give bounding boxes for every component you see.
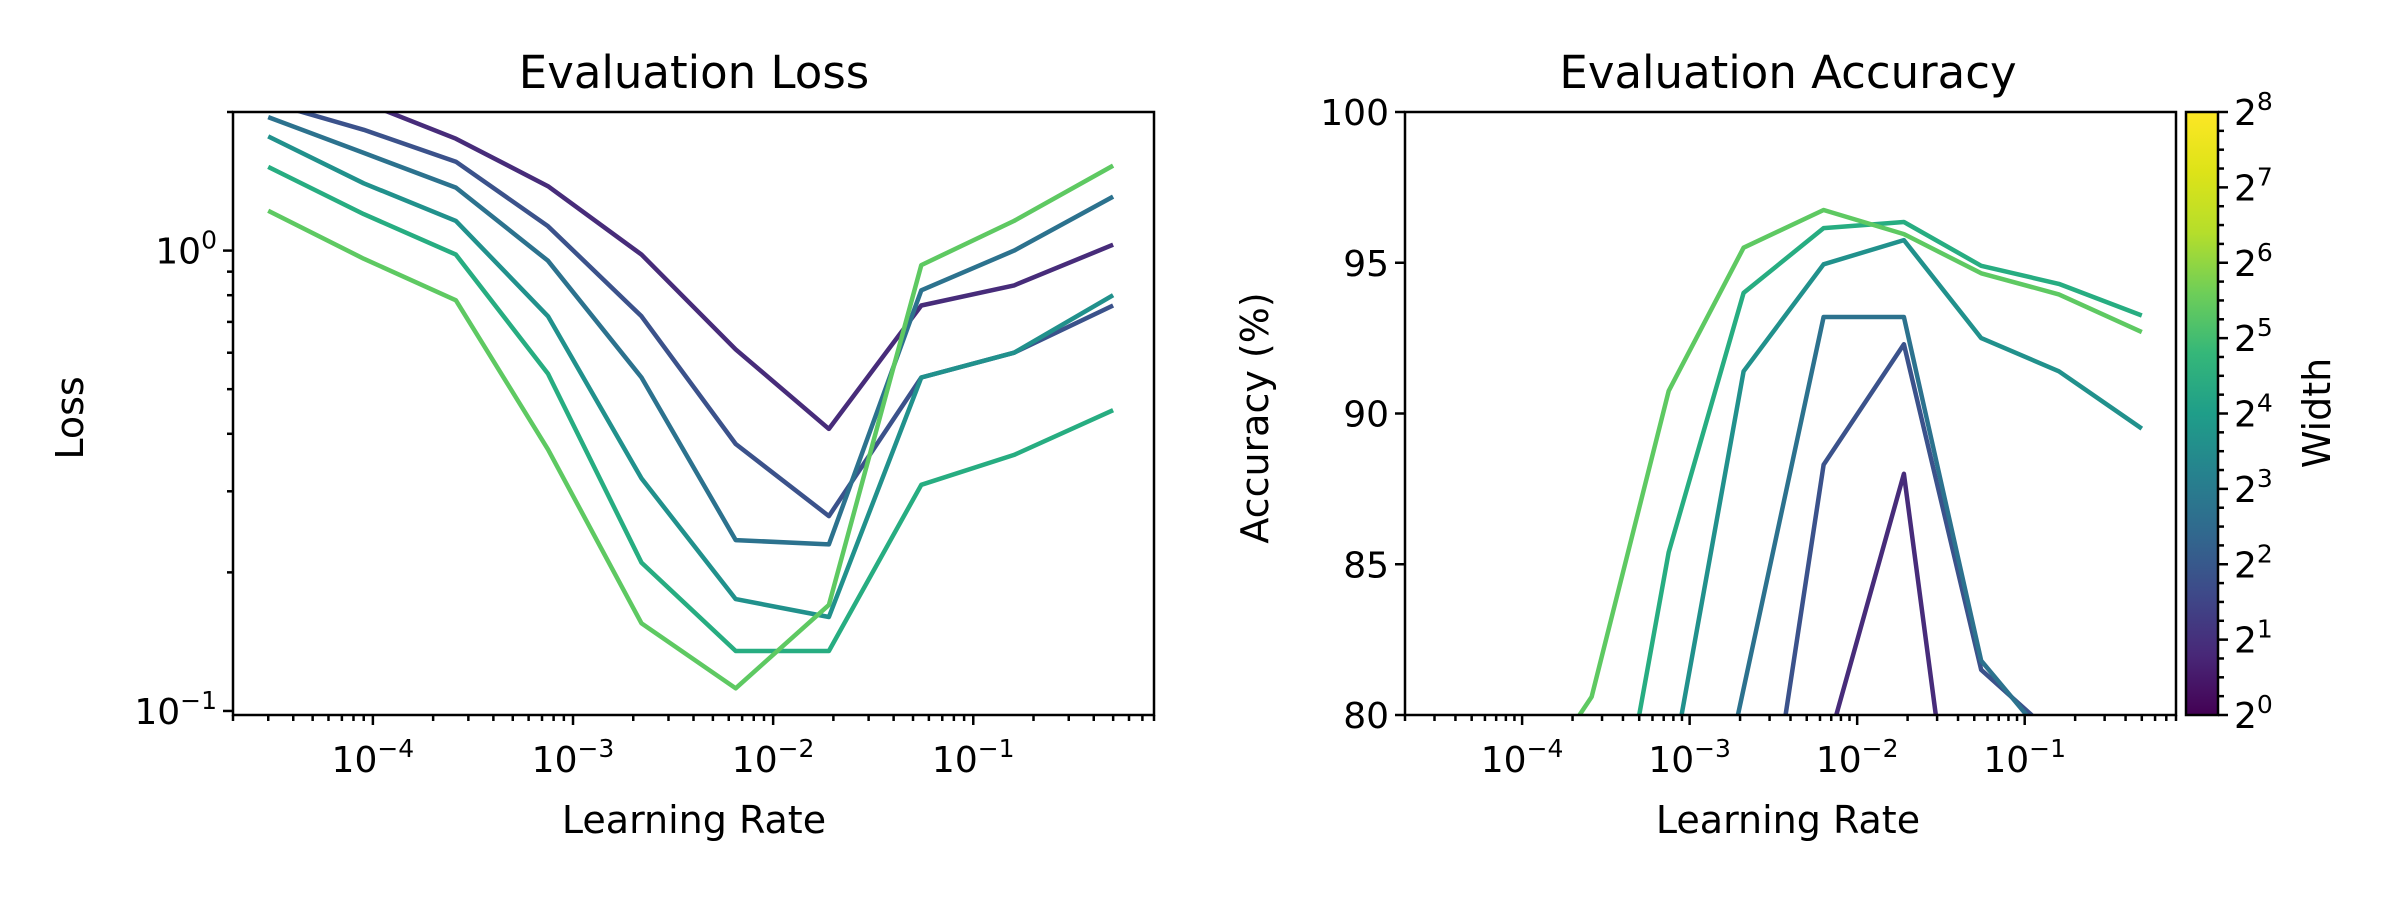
accuracy-line-width-4 [1679,237,2144,715]
loss-y-tick-label: 100 [155,226,217,273]
loss-x-tick-label: 10−4 [332,734,415,781]
accuracy-y-tick-label: 95 [1343,244,1389,285]
accuracy-y-tick-label: 100 [1320,93,1389,134]
loss-ylabel: Loss [48,376,92,459]
accuracy-series-group [1577,207,2144,715]
accuracy-ticks-group: 10−4 10−3 10−2 10−1 80 85 90 95 100 [1320,93,2178,781]
loss-x-tick-label: 10−3 [532,734,615,781]
loss-line-width-5 [267,164,1115,654]
loss-line-width-4 [267,134,1115,620]
colorbar-tick-label: 20 [2234,690,2273,737]
accuracy-x-tick-label: 10−3 [1648,734,1731,781]
loss-xlabel: Learning Rate [562,798,826,842]
accuracy-y-tick-label: 80 [1343,696,1389,737]
colorbar-tick-label: 26 [2234,238,2273,285]
accuracy-line-width-1 [1833,471,1939,715]
loss-ticks-group: 10−4 10−3 10−2 10−1 100 10−1 [134,110,1156,781]
colorbar-tick-label: 27 [2234,162,2273,209]
loss-line-width-6 [267,163,1115,691]
accuracy-plot-frame [1403,110,2178,717]
colorbar-tick-label: 24 [2234,389,2273,436]
loss-x-tick-label: 10−1 [932,734,1015,781]
accuracy-line-width-2 [1783,341,2035,715]
accuracy-line-width-5 [1636,219,2143,715]
colorbar-tick-label: 28 [2234,87,2273,134]
loss-panel: Evaluation Loss Loss Learning Rate 10−4 1… [48,46,1156,842]
accuracy-x-tick-label: 10−4 [1481,734,1564,781]
accuracy-x-tick-label: 10−1 [1983,734,2066,781]
accuracy-x-tick-label: 10−2 [1816,734,1899,781]
accuracy-title: Evaluation Accuracy [1559,46,2016,99]
colorbar-gradient [2186,112,2218,715]
colorbar-tick-label: 21 [2234,615,2273,662]
accuracy-line-width-6 [1577,207,2143,715]
accuracy-y-tick-label: 85 [1343,545,1389,586]
colorbar-label: Width [2295,358,2339,468]
accuracy-line-width-3 [1735,314,2030,715]
loss-line-width-1 [382,112,1114,432]
colorbar-tick-label: 23 [2234,464,2273,511]
accuracy-ylabel: Accuracy (%) [1233,292,1277,543]
accuracy-y-tick-label: 90 [1343,395,1389,436]
loss-x-tick-label: 10−2 [732,734,815,781]
loss-title: Evaluation Loss [519,46,869,99]
accuracy-xlabel: Learning Rate [1656,798,1920,842]
accuracy-panel: Evaluation Accuracy Accuracy (%) Learnin… [1233,46,2178,842]
loss-series-group [267,112,1115,691]
loss-y-tick-label: 10−1 [134,686,217,733]
loss-plot-frame [231,110,1156,717]
colorbar-tick-label: 22 [2234,539,2273,586]
loss-line-width-3 [267,114,1115,547]
colorbar-tick-label: 25 [2234,313,2273,360]
colorbar: 20 21 22 23 24 25 26 27 28 Width [2184,87,2339,737]
colorbar-ticks-group: 20 21 22 23 24 25 26 27 28 [2218,87,2273,737]
